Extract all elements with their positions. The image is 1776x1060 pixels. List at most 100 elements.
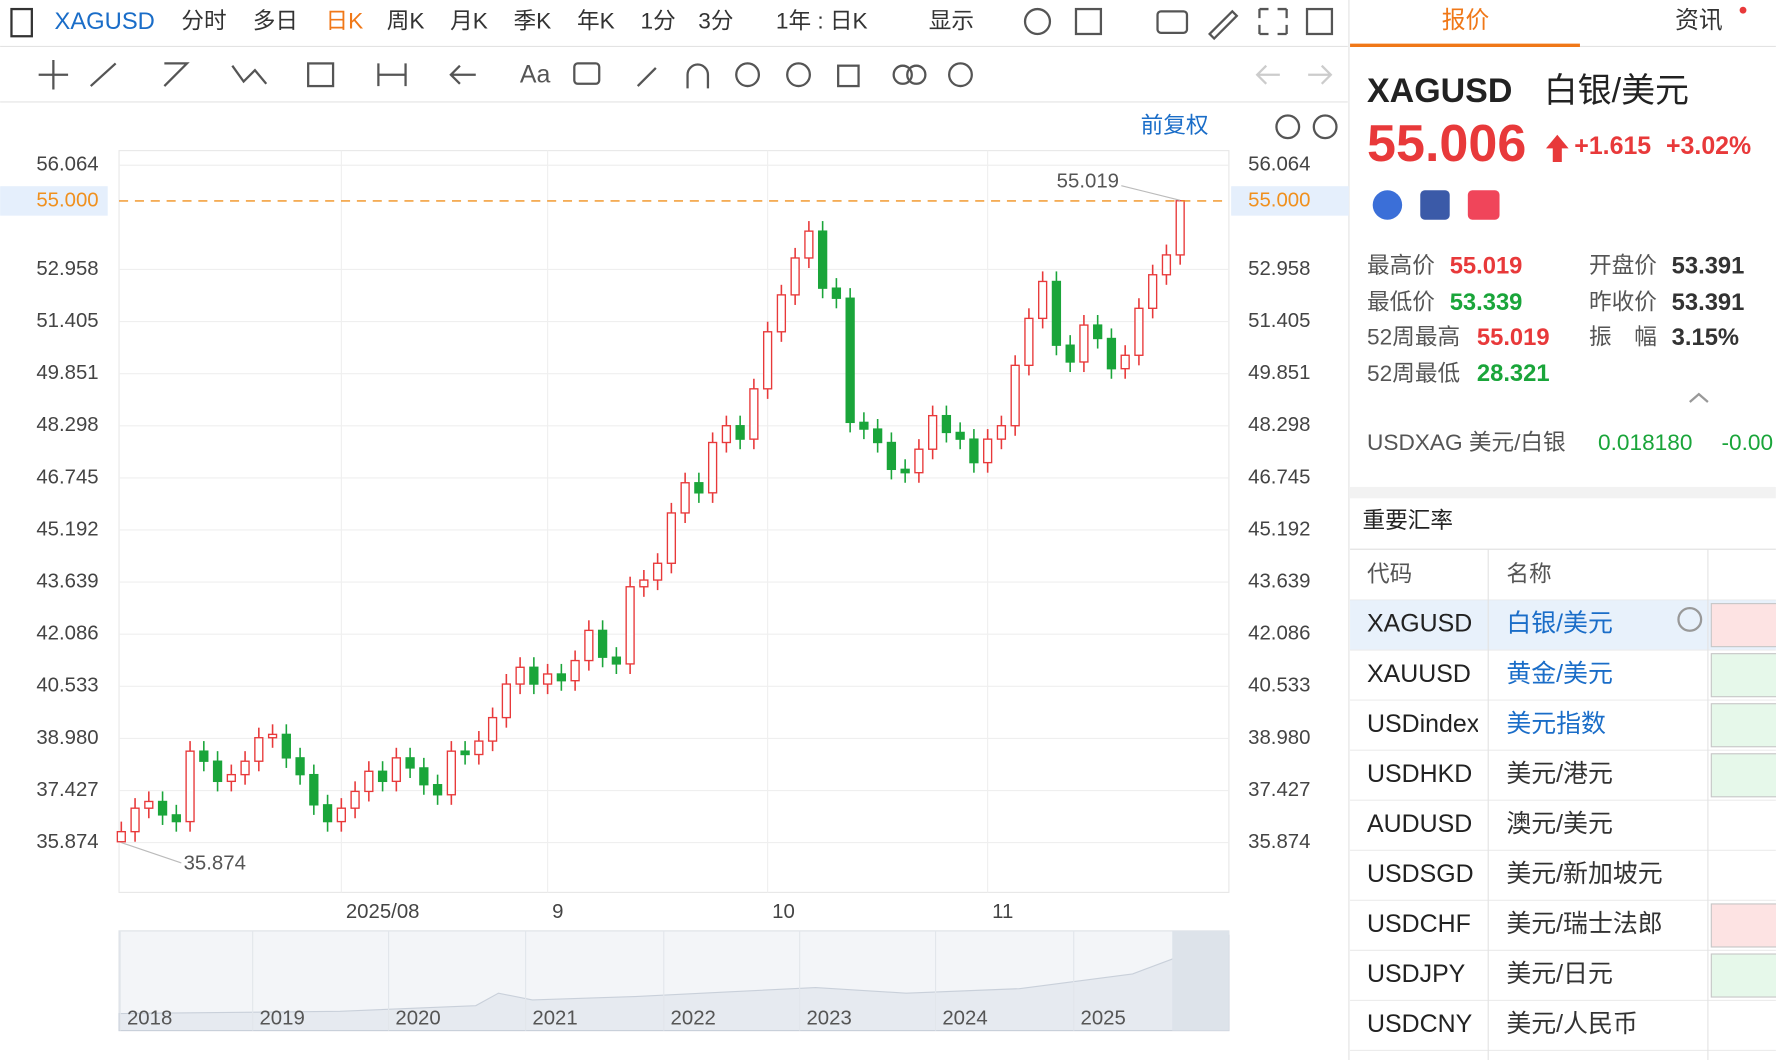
- period-tab[interactable]: 日K: [326, 9, 364, 34]
- rate-code: USDJPY: [1367, 960, 1466, 988]
- y-tick-label: 56.064: [36, 154, 98, 176]
- period-tab[interactable]: 3分: [698, 9, 733, 34]
- tab[interactable]: 报价: [1442, 7, 1490, 34]
- camera-icon[interactable]: [1156, 10, 1189, 34]
- cross-change: -0.00: [1722, 430, 1774, 455]
- candle-body: [570, 659, 580, 682]
- candle-body: [1051, 280, 1062, 346]
- candle-body: [212, 760, 223, 783]
- watch-icon[interactable]: [1677, 607, 1703, 632]
- candle-body: [611, 656, 622, 665]
- symbol[interactable]: XAGUSD: [54, 8, 154, 35]
- measure-tool[interactable]: [377, 63, 407, 87]
- lock-tool[interactable]: [735, 62, 761, 88]
- chart-settings[interactable]: [948, 62, 973, 88]
- rate-name[interactable]: 美元/港元: [1506, 760, 1613, 788]
- period-tab[interactable]: 周K: [387, 9, 425, 34]
- arrow-tool[interactable]: [449, 64, 476, 85]
- redo[interactable]: [1308, 64, 1333, 85]
- wave-tool[interactable]: [231, 65, 268, 85]
- zoom-out[interactable]: [1275, 114, 1301, 140]
- candle-body: [432, 784, 443, 796]
- delete-tool[interactable]: [837, 64, 860, 88]
- tab[interactable]: 资讯: [1675, 7, 1723, 34]
- table-row[interactable]: AUDUSD: [1367, 810, 1472, 838]
- candle-body: [474, 740, 484, 756]
- period-tab[interactable]: 季K: [514, 9, 552, 34]
- fib-tool[interactable]: [307, 62, 335, 88]
- panel-icon[interactable]: [1305, 7, 1334, 36]
- zoom-in[interactable]: [1312, 114, 1338, 140]
- rate-name[interactable]: 黄金/美元: [1506, 660, 1613, 688]
- rate-name[interactable]: 美元指数: [1506, 710, 1606, 738]
- candle-body: [185, 750, 195, 823]
- hide-tool[interactable]: [786, 62, 811, 88]
- table-row[interactable]: USDCNY: [1367, 1010, 1473, 1038]
- compare-icon[interactable]: [892, 64, 913, 85]
- rate-name[interactable]: 美元/新加坡元: [1506, 860, 1662, 888]
- stat-value: 53.391: [1672, 253, 1745, 280]
- rate-name[interactable]: 美元/人民币: [1506, 1010, 1637, 1038]
- period-tab[interactable]: 月K: [450, 9, 488, 34]
- layout-icon[interactable]: [1074, 7, 1103, 36]
- settings-icon[interactable]: [1023, 7, 1052, 36]
- period-tab[interactable]: 多日: [253, 9, 298, 34]
- web-icon[interactable]: [1372, 190, 1403, 220]
- value-cell: [1711, 803, 1776, 847]
- channel-tool[interactable]: [163, 62, 190, 87]
- move-icon[interactable]: [38, 60, 69, 90]
- price-label-bg: [0, 186, 108, 216]
- adjust-select[interactable]: 前复权: [1141, 113, 1209, 138]
- favorite-icon[interactable]: [1467, 190, 1500, 220]
- value-cell: [1710, 903, 1776, 948]
- news-icon[interactable]: [1420, 190, 1450, 220]
- candle-body: [584, 629, 594, 662]
- candle-body: [625, 586, 635, 665]
- line-tool[interactable]: [89, 62, 117, 87]
- navigator-window[interactable]: [1172, 930, 1229, 1031]
- candle-body: [130, 807, 140, 833]
- max-pointer: [1121, 185, 1181, 201]
- stat-label: 52周最低: [1367, 361, 1460, 386]
- table-row[interactable]: XAUUSD: [1367, 660, 1471, 688]
- candle-body: [1175, 200, 1185, 256]
- fullscreen-icon[interactable]: [1258, 7, 1288, 36]
- text-tool[interactable]: Aa: [520, 60, 551, 88]
- pen-icon[interactable]: [1208, 9, 1239, 41]
- candle-body: [419, 767, 429, 786]
- period-tab[interactable]: 分时: [181, 9, 226, 34]
- candle-body: [762, 331, 773, 390]
- stat-value: 55.019: [1477, 324, 1550, 351]
- undo[interactable]: [1255, 64, 1280, 85]
- candle-body: [804, 230, 814, 259]
- candle-body: [199, 750, 209, 762]
- rate-code: USDHKD: [1367, 760, 1472, 788]
- range-select[interactable]: 1年 : 日K: [776, 9, 868, 34]
- candle-body: [281, 733, 291, 759]
- note-tool[interactable]: [573, 62, 601, 85]
- period-tab[interactable]: 年K: [577, 9, 615, 34]
- collapse-icon[interactable]: [1689, 392, 1709, 403]
- y-tick-label: 42.086: [36, 623, 98, 645]
- table-row[interactable]: USDindex: [1367, 710, 1480, 738]
- candle-body: [350, 790, 360, 809]
- table-row[interactable]: USDJPY: [1367, 960, 1466, 988]
- sidebar-icon[interactable]: [10, 7, 33, 38]
- table-row[interactable]: USDCHF: [1367, 910, 1471, 938]
- candle-body: [144, 800, 154, 809]
- magnet-tool[interactable]: [686, 63, 710, 89]
- rate-name[interactable]: 白银/美元: [1506, 610, 1613, 638]
- rate-code: XAGUSD: [1367, 610, 1472, 638]
- display-select[interactable]: 显示: [929, 9, 974, 34]
- rate-name[interactable]: 美元/瑞士法郎: [1506, 910, 1662, 938]
- rate-name[interactable]: 美元/日元: [1506, 960, 1613, 988]
- candle-body: [873, 428, 883, 444]
- table-row[interactable]: XAGUSD: [1367, 610, 1472, 638]
- price-label-bg: [1231, 186, 1349, 216]
- table-row[interactable]: USDHKD: [1367, 760, 1472, 788]
- rate-name[interactable]: 澳元/美元: [1506, 810, 1613, 838]
- stat-label: 振 幅: [1589, 325, 1657, 350]
- ruler-tool[interactable]: [636, 67, 657, 87]
- table-row[interactable]: USDSGD: [1367, 860, 1474, 888]
- period-tab[interactable]: 1分: [640, 9, 675, 34]
